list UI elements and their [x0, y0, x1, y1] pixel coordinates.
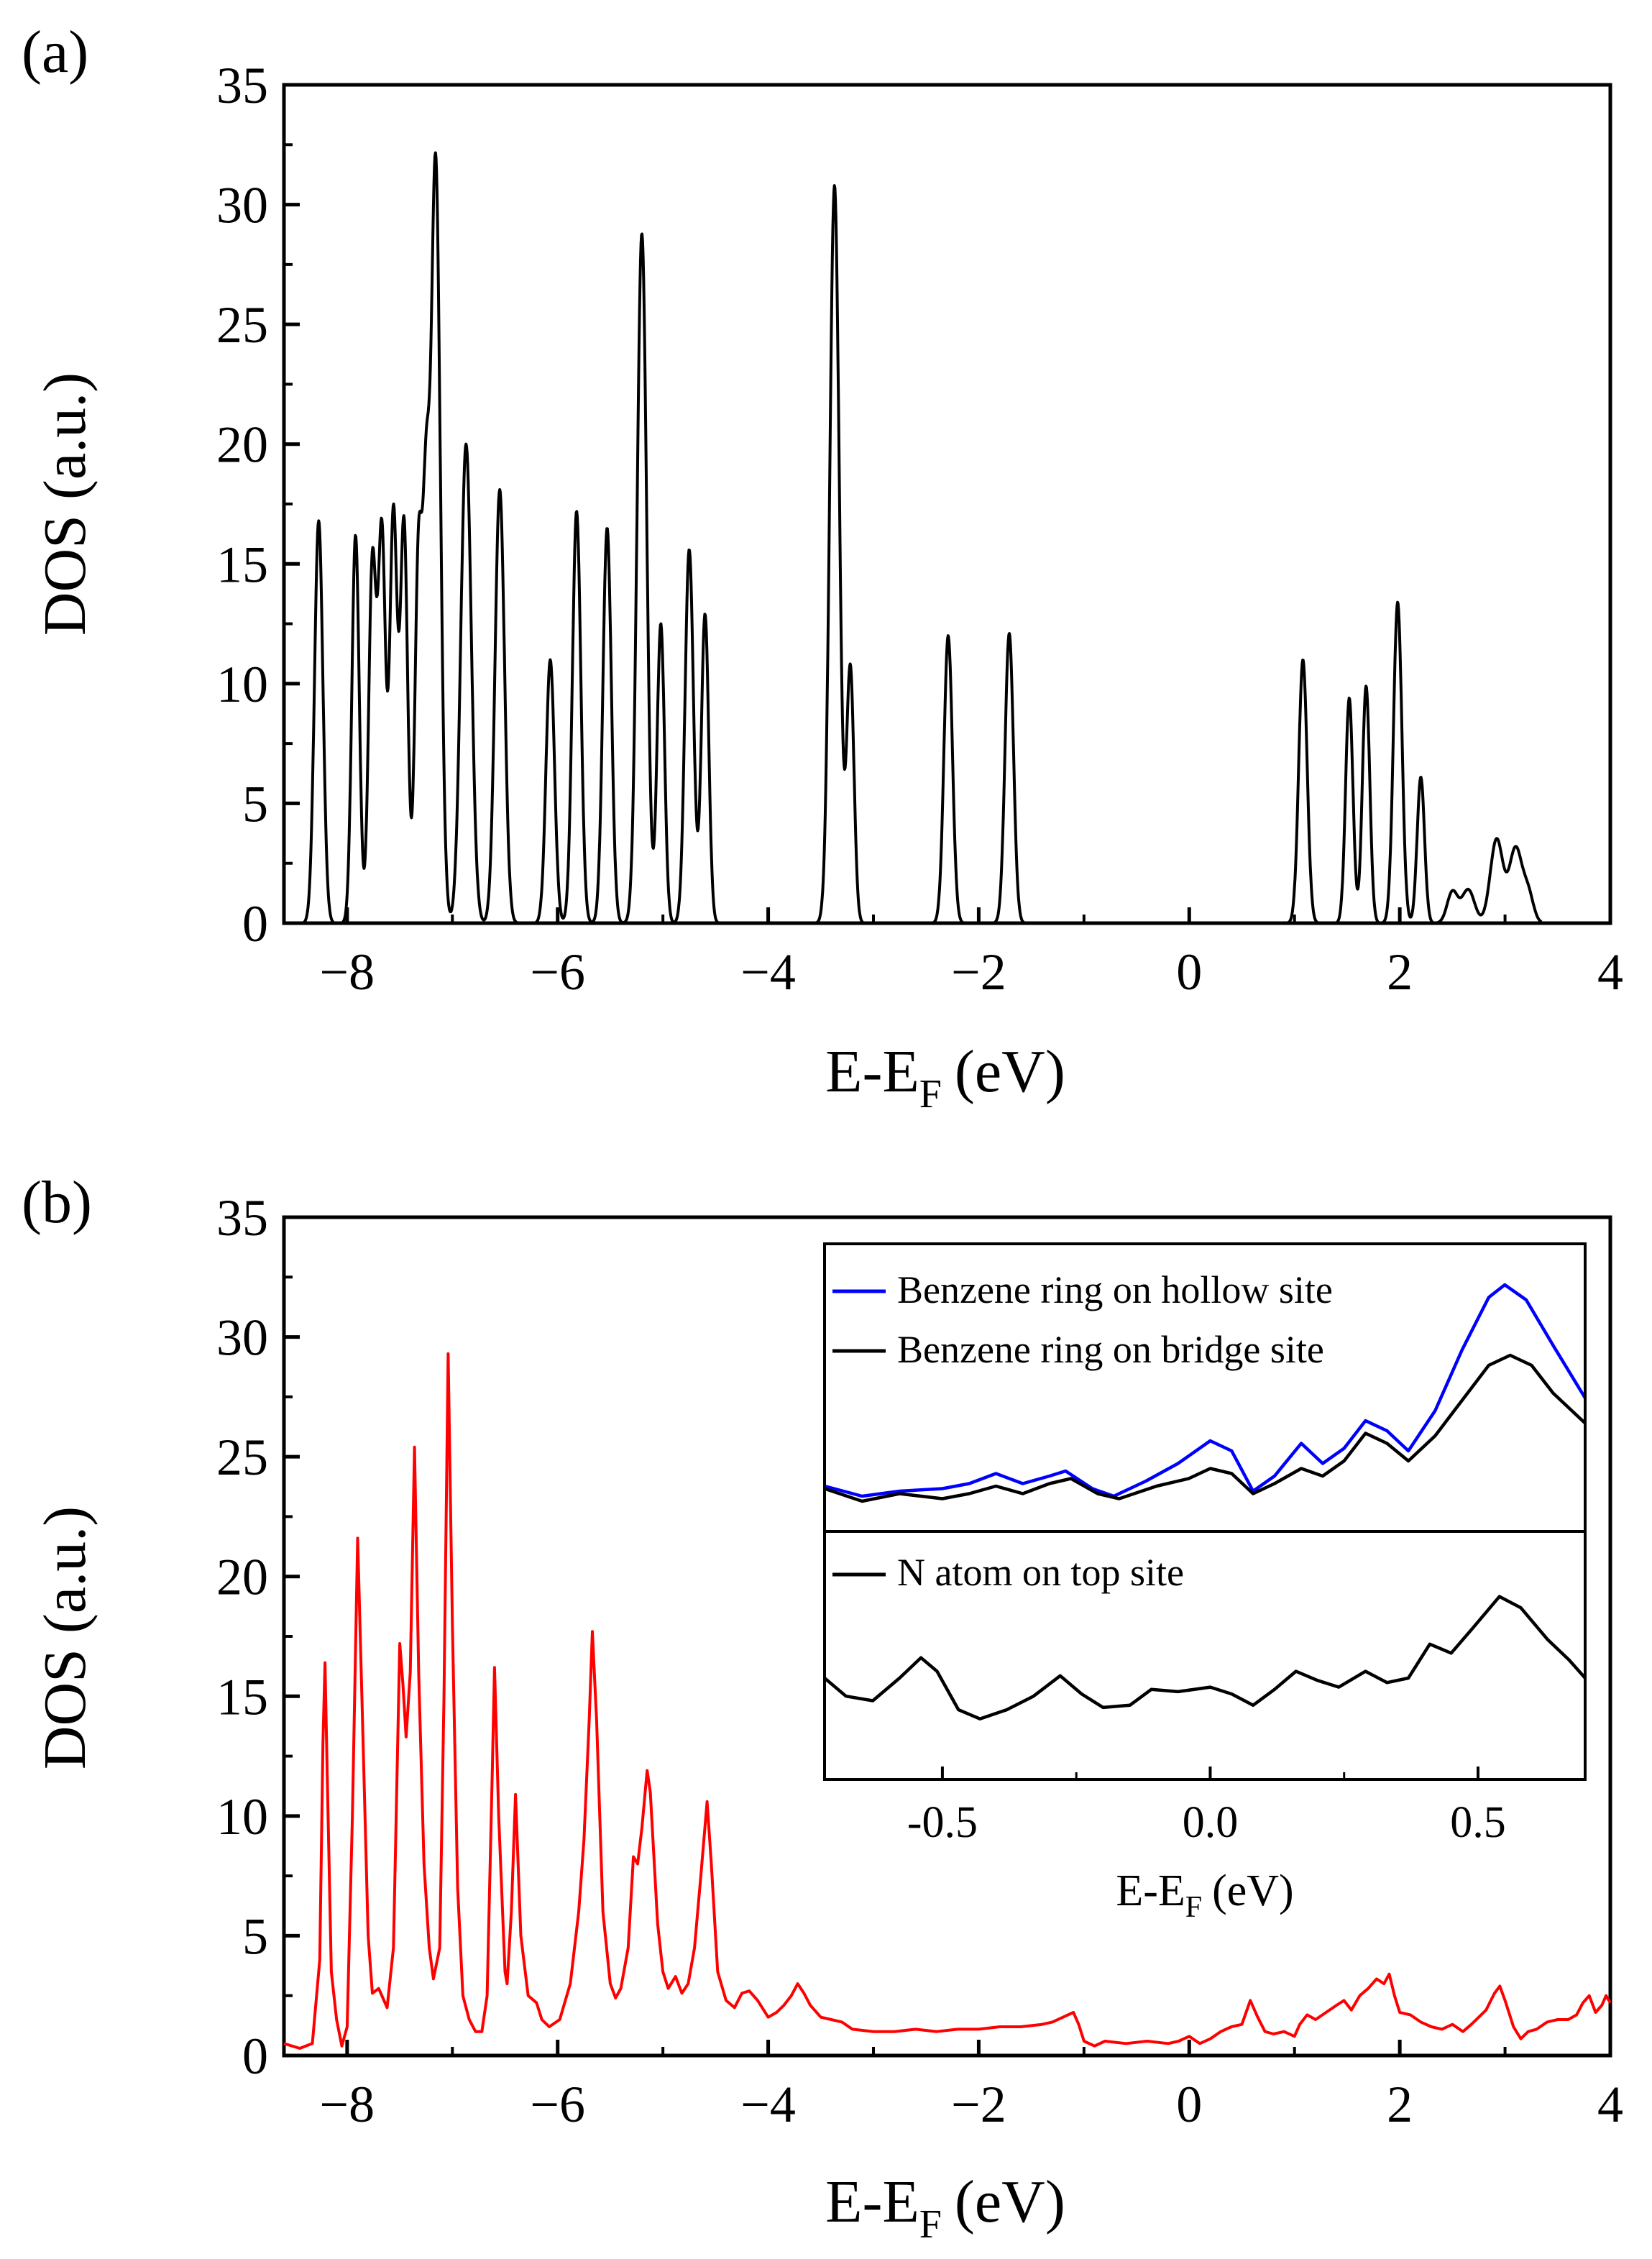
panel-b-xlabel-sub: F [919, 2202, 942, 2247]
inset-x-axis-label: E-EF (eV) [1116, 1866, 1293, 1924]
panel-a-xlabel-sub: F [919, 1072, 942, 1117]
inset-background [825, 1244, 1585, 1779]
panel-a-x-tick-label: −4 [740, 943, 796, 1001]
legend-bridge-label: Benzene ring on bridge site [897, 1328, 1324, 1371]
panel-b-x-tick-label: −6 [530, 2076, 585, 2133]
panel-a-y-tick-label: 15 [216, 536, 268, 593]
inset-x-ticks: -0.5 0.0 0.5 [907, 1767, 1506, 1847]
panel-a-y-tick-label: 0 [242, 895, 268, 953]
panel-a-x-tick-label: −8 [320, 943, 375, 1001]
panel-a-x-tick-label: −2 [951, 943, 1006, 1001]
inset-x-tick-label: 0.0 [1183, 1798, 1239, 1847]
panel-a-y-tick-label: 10 [216, 656, 268, 713]
panel-a-x-tick-label: 2 [1387, 943, 1413, 1001]
inset-frame [823, 1242, 1587, 1781]
panel-b-y-tick-label: 0 [242, 2027, 268, 2085]
panel-a-plot: 0 5 10 15 20 25 30 35 −8 −6 −4 −2 0 2 4 [216, 57, 1623, 1001]
inset-hollow-site-line [824, 1283, 1587, 1498]
inset-lower-plot [823, 1595, 1587, 1720]
panel-a: (a) 0 5 10 15 20 25 30 35 −8 −6 −4 −2 0 2 4 DOS (a.u.… [22, 19, 1623, 1117]
panel-a-xlabel-unit: (eV) [955, 1038, 1065, 1105]
panel-a-xlabel-main: E-E [825, 1038, 919, 1105]
inset-bridge-site-line [824, 1353, 1587, 1503]
panel-b-y-ticks: 0 5 10 15 20 25 30 35 [216, 1189, 300, 2085]
panel-b-y-tick-label: 35 [216, 1189, 268, 1247]
legend-n-atom-label: N atom on top site [897, 1551, 1184, 1594]
panel-a-y-tick-label: 20 [216, 416, 268, 474]
panel-a-frame [282, 83, 1612, 925]
panel-b-xlabel-unit: (eV) [955, 2168, 1065, 2235]
panel-a-y-axis-label: DOS (a.u.) [32, 372, 98, 636]
panel-b-y-tick-label: 20 [216, 1549, 268, 1606]
panel-b-plot: 0 5 10 15 20 25 30 35 −8 −6 −4 −2 0 2 4 [216, 1189, 1623, 2133]
panel-b-label: (b) [22, 1169, 92, 1236]
inset: -0.5 0.0 0.5 Benzene ring on hollow site B… [823, 1242, 1587, 1924]
inset-legend-lower: N atom on top site [832, 1551, 1184, 1594]
inset-xlabel-unit: (eV) [1212, 1866, 1294, 1915]
panel-b-x-tick-label: −2 [951, 2076, 1006, 2133]
panel-a-y-tick-label: 35 [216, 57, 268, 114]
panel-a-y-tick-label: 25 [216, 296, 268, 354]
inset-n-atom-line [823, 1595, 1587, 1720]
inset-x-tick-label: -0.5 [907, 1798, 978, 1847]
panel-b-y-tick-label: 5 [242, 1907, 268, 1965]
panel-b-dos-line [283, 1352, 1612, 2050]
panel-a-dos-line [283, 151, 1543, 925]
inset-xlabel-main: E-E [1116, 1866, 1185, 1915]
panel-b-y-tick-label: 30 [216, 1309, 268, 1367]
panel-b-x-ticks: −8 −6 −4 −2 0 2 4 [320, 2040, 1623, 2133]
panel-a-y-ticks: 0 5 10 15 20 25 30 35 [216, 57, 300, 953]
panel-b-y-tick-label: 15 [216, 1668, 268, 1726]
panel-a-label: (a) [22, 19, 88, 86]
panel-a-x-tick-label: 4 [1597, 943, 1623, 1001]
panel-b-x-tick-label: −4 [740, 2076, 796, 2133]
panel-a-x-axis-label: E-EF (eV) [825, 1038, 1065, 1117]
panel-b-y-axis-label: DOS (a.u.) [32, 1506, 98, 1769]
panel-a-x-ticks: −8 −6 −4 −2 0 2 4 [320, 907, 1623, 1001]
inset-legend-upper: Benzene ring on hollow site Benzene ring… [832, 1268, 1333, 1371]
panel-a-y-tick-label: 30 [216, 177, 268, 234]
panel-b: (b) 0 5 10 15 20 25 30 35 −8 −6 −4 −2 0 2 4 DOS (a.u.… [22, 1169, 1623, 2247]
inset-x-tick-label: 0.5 [1450, 1798, 1506, 1847]
panel-b-xlabel-main: E-E [825, 2168, 919, 2235]
panel-a-x-tick-label: 0 [1176, 943, 1202, 1001]
legend-hollow-label: Benzene ring on hollow site [897, 1268, 1333, 1311]
panel-b-x-axis-label: E-EF (eV) [825, 2168, 1065, 2247]
panel-a-x-tick-label: −6 [530, 943, 585, 1001]
panel-b-y-tick-label: 25 [216, 1429, 268, 1486]
panel-b-x-tick-label: 0 [1176, 2076, 1202, 2133]
panel-a-y-tick-label: 5 [242, 775, 268, 833]
panel-b-x-tick-label: 4 [1597, 2076, 1623, 2133]
panel-b-x-tick-label: −8 [320, 2076, 375, 2133]
panel-b-y-tick-label: 10 [216, 1788, 268, 1846]
inset-upper-plot [824, 1283, 1587, 1503]
panel-b-x-tick-label: 2 [1387, 2076, 1413, 2133]
inset-xlabel-sub: F [1185, 1891, 1202, 1924]
